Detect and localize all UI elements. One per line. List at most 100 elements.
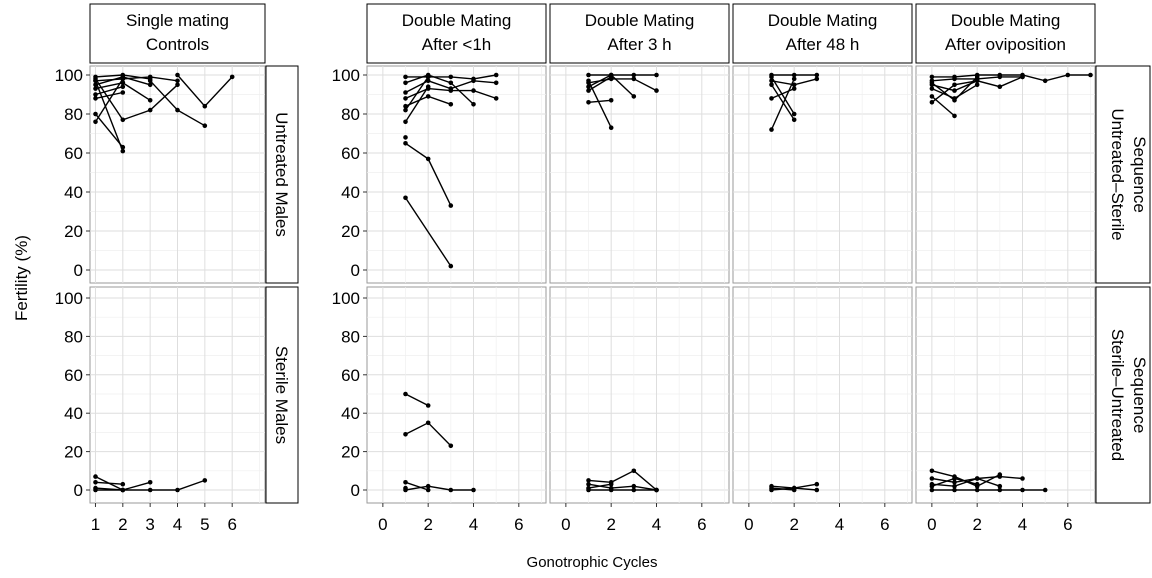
series-line: [770, 76, 795, 115]
y-tick-label: 20: [341, 222, 360, 241]
column-strip-1: Double Mating After <1h: [366, 3, 547, 64]
y-tick-label: 80: [341, 105, 360, 124]
series-line: [95, 91, 123, 100]
strip-box: [915, 3, 1096, 64]
x-tick-label: 4: [652, 515, 661, 534]
data-point: [403, 80, 408, 86]
data-point: [403, 74, 408, 80]
x-tick-label: 4: [1018, 515, 1027, 534]
y-tick-label: 80: [341, 327, 360, 346]
x-tick-label: 2: [606, 515, 615, 534]
data-point: [425, 487, 431, 493]
data-point: [586, 72, 591, 78]
data-point: [791, 111, 797, 117]
data-point: [814, 76, 820, 82]
x-tick-label: 4: [173, 515, 182, 534]
column-strip-label: After 3 h: [607, 35, 671, 54]
data-point: [403, 90, 408, 95]
data-point: [120, 80, 126, 86]
x-tick-label: 5: [200, 515, 209, 534]
data-point: [202, 123, 208, 128]
column-strip-label: Double Mating: [402, 11, 512, 30]
panel-r0-c4: [915, 65, 1096, 284]
data-point: [120, 84, 126, 89]
data-point: [952, 113, 957, 119]
data-point: [93, 474, 98, 479]
row-strip-inner-1: Sterile Males: [265, 286, 299, 504]
y-tick-label: 80: [64, 327, 83, 346]
data-point: [769, 127, 774, 132]
data-point: [974, 82, 980, 88]
data-point: [631, 76, 637, 82]
data-point: [471, 88, 476, 93]
data-point: [997, 84, 1003, 89]
series-line: [404, 76, 429, 111]
data-point: [974, 487, 980, 493]
data-point: [425, 72, 431, 78]
data-point: [1020, 74, 1025, 80]
data-point: [175, 487, 180, 493]
column-strip-2: Double Mating After 3 h: [549, 3, 730, 64]
data-point: [631, 468, 637, 474]
data-point: [974, 476, 980, 481]
column-strip-label: Double Mating: [768, 11, 878, 30]
data-point: [1065, 72, 1071, 78]
y-tick-label: 80: [64, 105, 83, 124]
y-tick-label: 40: [64, 183, 83, 202]
data-point: [175, 72, 180, 78]
series-layer: [93, 72, 1093, 493]
data-point: [425, 483, 431, 489]
panel-series-r0-c0: [93, 72, 235, 154]
y-tick-label: 60: [341, 366, 360, 385]
data-point: [448, 443, 454, 449]
panel-r1-c0: [89, 286, 266, 504]
data-point: [93, 96, 98, 101]
series-line: [588, 76, 612, 92]
data-point: [791, 117, 797, 123]
data-point: [403, 135, 408, 140]
y-tick-label: 60: [341, 144, 360, 163]
y-tick-label: 0: [74, 481, 83, 500]
data-point: [654, 72, 659, 78]
strip-box: [265, 286, 299, 504]
data-point: [448, 487, 454, 493]
data-point: [403, 485, 408, 491]
y-axis-title: Fertility (%): [12, 235, 31, 321]
y-tick-label: 20: [64, 222, 83, 241]
x-tick-label: 1: [91, 515, 100, 534]
data-point: [147, 78, 153, 84]
series-line: [405, 485, 474, 491]
data-point: [93, 78, 98, 84]
strip-box: [265, 65, 299, 284]
y-tick-label: 60: [64, 144, 83, 163]
data-point: [952, 480, 957, 485]
y-tick-label: 0: [351, 261, 360, 280]
data-point: [120, 481, 126, 487]
data-point: [929, 468, 935, 474]
data-point: [175, 107, 180, 113]
panel-background: [549, 65, 730, 284]
data-point: [93, 111, 98, 117]
data-point: [929, 94, 935, 99]
series-line: [405, 393, 429, 407]
data-point: [403, 391, 408, 397]
axes-layer: 0204060801000204060801000204060801000204…: [55, 66, 1073, 534]
column-strip-label: Single mating: [126, 11, 229, 30]
data-point: [929, 487, 935, 493]
panel-background: [915, 65, 1096, 284]
data-point: [93, 487, 98, 493]
panel-series-r0-c2: [586, 72, 659, 130]
data-point: [791, 86, 797, 91]
data-point: [586, 88, 591, 93]
y-tick-label: 40: [64, 404, 83, 423]
data-point: [586, 478, 591, 483]
panel-background: [732, 286, 913, 504]
data-point: [471, 487, 476, 493]
data-point: [425, 94, 431, 99]
data-point: [448, 102, 454, 107]
y-tick-label: 0: [351, 481, 360, 500]
data-point: [471, 78, 476, 84]
column-strip-label: After 48 h: [786, 35, 860, 54]
panel-series-r0-c1: [403, 72, 499, 269]
data-point: [586, 481, 591, 487]
